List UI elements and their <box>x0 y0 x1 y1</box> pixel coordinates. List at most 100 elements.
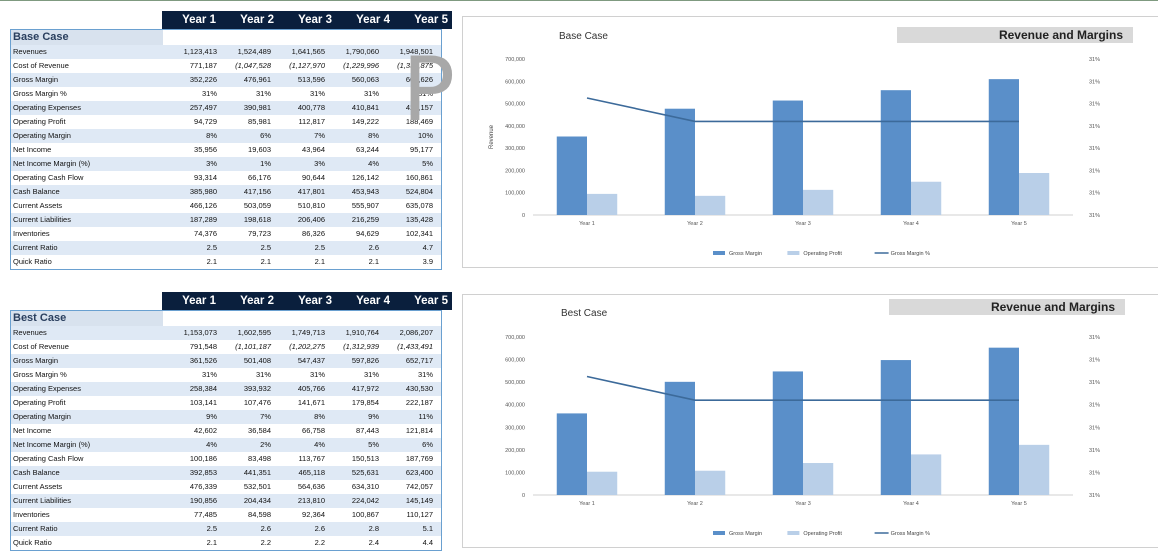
table-cell[interactable]: 63,244 <box>356 145 379 154</box>
table-cell[interactable]: 5% <box>422 159 433 168</box>
table-cell[interactable]: 7% <box>260 412 271 421</box>
table-cell[interactable]: 2.1 <box>314 257 325 266</box>
table-cell[interactable]: 555,907 <box>351 201 379 210</box>
table-cell[interactable]: 188,469 <box>405 117 433 126</box>
table-cell[interactable]: 476,339 <box>189 482 217 491</box>
table-cell[interactable]: 198,618 <box>243 215 271 224</box>
table-cell[interactable]: 1,790,060 <box>345 47 379 56</box>
table-cell[interactable]: 79,723 <box>248 229 271 238</box>
table-cell[interactable]: 74,376 <box>194 229 217 238</box>
table-cell[interactable]: 19,603 <box>248 145 271 154</box>
table-cell[interactable]: 352,226 <box>189 75 217 84</box>
table-cell[interactable]: 4% <box>368 159 379 168</box>
table-cell[interactable]: 31% <box>255 370 271 379</box>
table-cell[interactable]: 92,364 <box>302 510 325 519</box>
table-cell[interactable]: 465,118 <box>298 468 325 477</box>
table-cell[interactable]: 2% <box>260 440 271 449</box>
table-cell[interactable]: 441,351 <box>243 468 271 477</box>
table-cell[interactable]: 564,636 <box>297 482 325 491</box>
table-cell[interactable]: 179,854 <box>351 398 379 407</box>
table-cell[interactable]: 43,964 <box>302 145 325 154</box>
table-cell[interactable]: 216,259 <box>351 215 379 224</box>
table-cell[interactable]: 1,641,565 <box>291 47 325 56</box>
best-case-chart-panel[interactable]: Best Case Revenue and Margins 0 100,000 20… <box>462 294 1158 548</box>
table-cell[interactable]: 1,123,413 <box>183 47 217 56</box>
table-cell[interactable]: 7% <box>314 131 325 140</box>
table-cell[interactable]: 2.6 <box>260 524 271 533</box>
table-cell[interactable]: 466,126 <box>189 201 217 210</box>
table-cell[interactable]: 385,980 <box>189 187 217 196</box>
table-cell[interactable]: 150,513 <box>351 454 379 463</box>
table-cell[interactable]: (1,312,939 <box>343 342 379 351</box>
table-cell[interactable]: 66,176 <box>248 173 271 182</box>
table-cell[interactable]: 135,428 <box>405 215 433 224</box>
table-cell[interactable]: 31% <box>201 370 217 379</box>
table-cell[interactable]: 410,841 <box>351 103 379 112</box>
table-cell[interactable]: 100,867 <box>351 510 379 519</box>
table-cell[interactable]: 453,943 <box>351 187 379 196</box>
table-cell[interactable]: 6% <box>422 440 433 449</box>
table-cell[interactable]: 597,826 <box>351 356 379 365</box>
table-cell[interactable]: 9% <box>206 412 217 421</box>
table-cell[interactable]: 3% <box>314 159 325 168</box>
table-cell[interactable]: 31% <box>201 89 217 98</box>
table-cell[interactable]: 2.4 <box>368 538 379 547</box>
table-cell[interactable]: (1,433,491 <box>397 342 433 351</box>
table-cell[interactable]: 5.1 <box>422 524 433 533</box>
table-cell[interactable]: 257,497 <box>189 103 217 112</box>
table-cell[interactable]: 94,729 <box>194 117 217 126</box>
table-cell[interactable]: 393,932 <box>243 384 271 393</box>
table-cell[interactable]: 77,485 <box>194 510 217 519</box>
table-cell[interactable]: 392,853 <box>189 468 217 477</box>
table-cell[interactable]: 31% <box>309 370 325 379</box>
table-cell[interactable]: 1,749,713 <box>291 328 325 337</box>
table-cell[interactable]: 110,127 <box>406 510 433 519</box>
table-cell[interactable]: 8% <box>314 412 325 421</box>
table-cell[interactable]: 4% <box>206 440 217 449</box>
table-cell[interactable]: (1,127,970 <box>289 61 325 70</box>
table-cell[interactable]: 742,057 <box>405 482 433 491</box>
table-cell[interactable]: 102,341 <box>405 229 433 238</box>
table-cell[interactable]: 405,766 <box>297 384 325 393</box>
table-cell[interactable]: 525,631 <box>351 468 379 477</box>
table-cell[interactable]: 126,142 <box>351 173 379 182</box>
table-cell[interactable]: 2.2 <box>260 538 271 547</box>
table-cell[interactable]: 31% <box>363 370 379 379</box>
table-cell[interactable]: 36,584 <box>248 426 271 435</box>
table-cell[interactable]: 4% <box>314 440 325 449</box>
table-cell[interactable]: 560,063 <box>351 75 379 84</box>
table-cell[interactable]: 222,187 <box>405 398 433 407</box>
table-cell[interactable]: 224,042 <box>351 496 379 505</box>
table-cell[interactable]: 2.1 <box>206 257 217 266</box>
table-cell[interactable]: 513,596 <box>297 75 325 84</box>
table-cell[interactable]: 417,801 <box>297 187 325 196</box>
table-cell[interactable]: 2.2 <box>314 538 325 547</box>
table-cell[interactable]: 31% <box>255 89 271 98</box>
table-cell[interactable]: 121,814 <box>405 426 433 435</box>
table-cell[interactable]: 8% <box>368 131 379 140</box>
table-cell[interactable]: 2.8 <box>368 524 379 533</box>
table-cell[interactable]: 190,856 <box>189 496 217 505</box>
table-cell[interactable]: 634,310 <box>351 482 379 491</box>
table-cell[interactable]: 206,406 <box>297 215 325 224</box>
table-cell[interactable]: 103,141 <box>189 398 217 407</box>
table-cell[interactable]: 501,408 <box>243 356 271 365</box>
table-cell[interactable]: 510,810 <box>297 201 325 210</box>
table-cell[interactable]: 83,498 <box>248 454 271 463</box>
table-cell[interactable]: 503,059 <box>243 201 271 210</box>
table-cell[interactable]: 31% <box>417 370 433 379</box>
table-cell[interactable]: 3.9 <box>422 257 433 266</box>
table-cell[interactable]: 2.5 <box>206 524 217 533</box>
table-cell[interactable]: 2.6 <box>368 243 379 252</box>
table-cell[interactable]: 5% <box>368 440 379 449</box>
table-cell[interactable]: 2.1 <box>206 538 217 547</box>
table-cell[interactable]: 417,972 <box>351 384 379 393</box>
table-cell[interactable]: 430,530 <box>405 384 433 393</box>
table-cell[interactable]: 66,758 <box>302 426 325 435</box>
table-cell[interactable]: 107,476 <box>243 398 271 407</box>
table-cell[interactable]: 87,443 <box>356 426 379 435</box>
table-cell[interactable]: 31% <box>309 89 325 98</box>
table-cell[interactable]: 145,149 <box>405 496 433 505</box>
table-cell[interactable]: 141,671 <box>297 398 325 407</box>
table-cell[interactable]: 95,177 <box>410 145 433 154</box>
